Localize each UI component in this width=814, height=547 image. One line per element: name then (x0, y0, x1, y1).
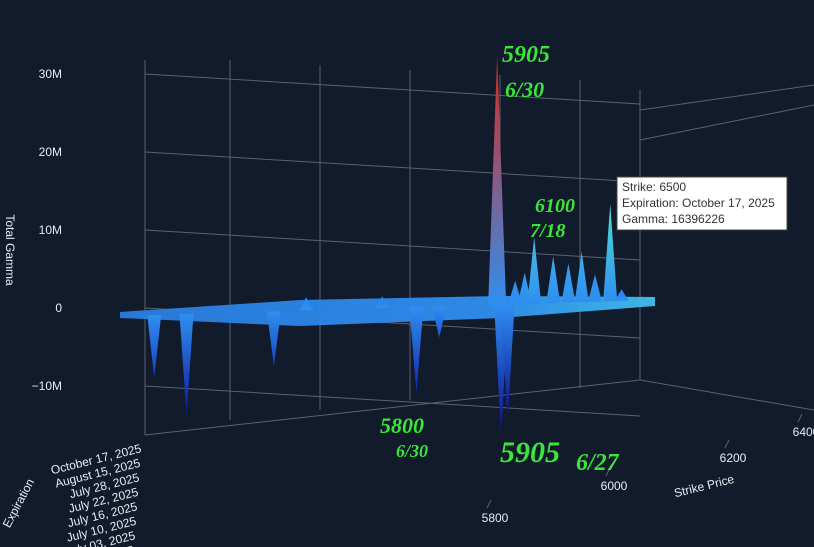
annotation: 5905 (500, 436, 560, 469)
spike (299, 297, 314, 311)
spike (409, 307, 424, 393)
tooltip-line: Expiration: October 17, 2025 (622, 196, 775, 210)
x-tick-label: 6000 (601, 479, 628, 493)
spike (508, 280, 523, 305)
annotation: 7/18 (530, 220, 566, 242)
spike (147, 314, 162, 378)
tooltip-line: Gamma: 16396226 (622, 212, 725, 226)
spike (574, 251, 589, 303)
x-axis-title: Strike Price (673, 472, 736, 501)
box-frame (144, 60, 814, 436)
tooltip-box (616, 176, 788, 231)
plot-area (120, 55, 655, 438)
tooltip: Strike: 6500 Expiration: October 17, 202… (616, 176, 788, 231)
x-tick (486, 499, 492, 509)
spike (546, 256, 561, 304)
x-tick-label: 5800 (482, 511, 509, 525)
spike (527, 237, 542, 304)
annotation: 6/30 (396, 441, 428, 461)
spike (375, 296, 390, 309)
spike (561, 263, 576, 303)
annotation: 6/27 (576, 450, 620, 476)
x-tick-label: 6400 (793, 425, 814, 439)
spike (266, 311, 281, 366)
annotation: 6100 (535, 195, 575, 217)
spike (614, 289, 629, 301)
spike (603, 203, 618, 302)
annotation: 5800 (380, 413, 424, 438)
x-tick (724, 439, 730, 449)
annotation: 6/30 (505, 77, 544, 102)
grid-line (144, 385, 641, 417)
z-tick-label: 10M (39, 223, 62, 237)
spike (488, 55, 507, 305)
spike (179, 314, 194, 416)
z-tick-label: 0 (55, 301, 62, 315)
tooltip-line: Strike: 6500 (622, 180, 686, 194)
x-tick (797, 413, 803, 423)
x-tick-label: 6200 (720, 451, 747, 465)
z-tick-label: 20M (39, 145, 62, 159)
spike (500, 304, 515, 422)
annotation: 5905 (502, 42, 550, 68)
z-tick-label: −10M (32, 379, 62, 393)
spike (588, 274, 602, 302)
y-tick-label: 2025 (106, 543, 136, 547)
grid-line (144, 73, 641, 105)
x-tick (605, 467, 611, 477)
z-axis-title: Total Gamma (3, 214, 17, 286)
grid-line (144, 151, 641, 183)
z-tick-label: 30M (39, 67, 62, 81)
grid-line (144, 229, 641, 261)
spike (432, 306, 447, 338)
y-axis-title: Expiration (0, 476, 37, 530)
